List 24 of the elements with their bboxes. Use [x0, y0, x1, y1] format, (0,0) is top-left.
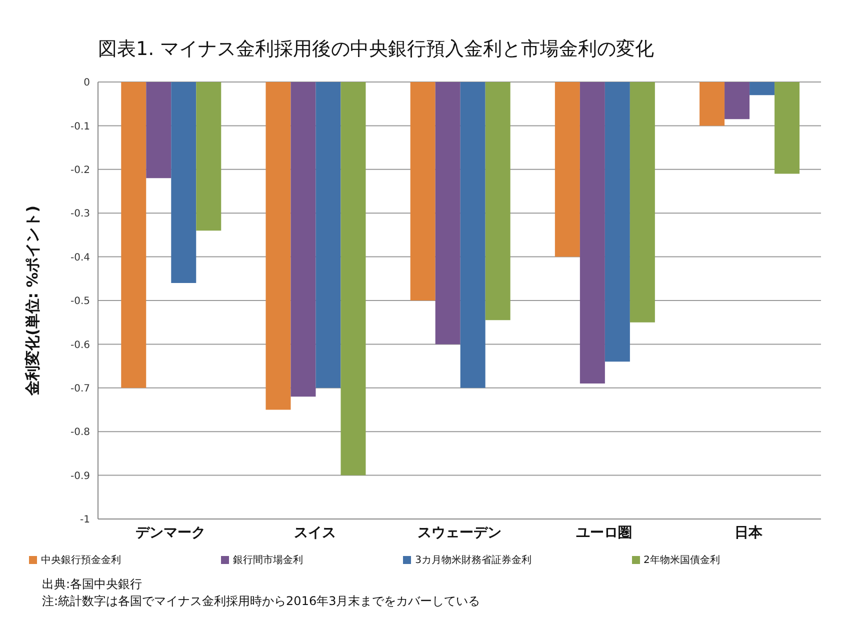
x-tick-label: デンマーク — [135, 524, 206, 541]
legend-label: 2年物米国債金利 — [644, 555, 720, 566]
text: 注:統計数字は各国でマイナス金利採用時から2016年3月末までをカバーしている — [42, 593, 482, 610]
y-tick-label: -0.3 — [70, 208, 90, 220]
y-tick-label: -0.1 — [70, 121, 90, 132]
y-tick-label: -0.2 — [70, 164, 90, 176]
legend-label: 3カ月物米財務省証券金利 — [415, 555, 532, 566]
x-tick-label: 日本 — [734, 524, 764, 541]
y-tick-label: -0.8 — [70, 427, 90, 438]
y-tick-label: -1 — [80, 514, 90, 526]
legend-label: 銀行間市場金利 — [233, 555, 304, 566]
y-tick-label: -0.5 — [70, 296, 90, 308]
x-tick-label: スイス — [294, 524, 336, 541]
y-tick-label: -0.7 — [70, 383, 90, 394]
chart-title: 図表1. マイナス金利採用後の中央銀行預入金利と市場金利の変化 — [97, 37, 656, 62]
x-tick-label: スウェーデン — [418, 524, 502, 541]
source-note: 出典:各国中央銀行 — [42, 576, 144, 593]
y-axis-title: 金利変化(単位: %ポイント) — [23, 206, 42, 396]
y-tick-label: -0.4 — [70, 252, 90, 264]
y-tick-label: 0 — [84, 78, 90, 89]
y-tick-label: -0.6 — [70, 340, 90, 351]
y-tick-label: -0.9 — [70, 470, 90, 482]
legend-label: 中央銀行預金金利 — [41, 555, 122, 566]
x-tick-label: ユーロ圏 — [576, 524, 632, 541]
